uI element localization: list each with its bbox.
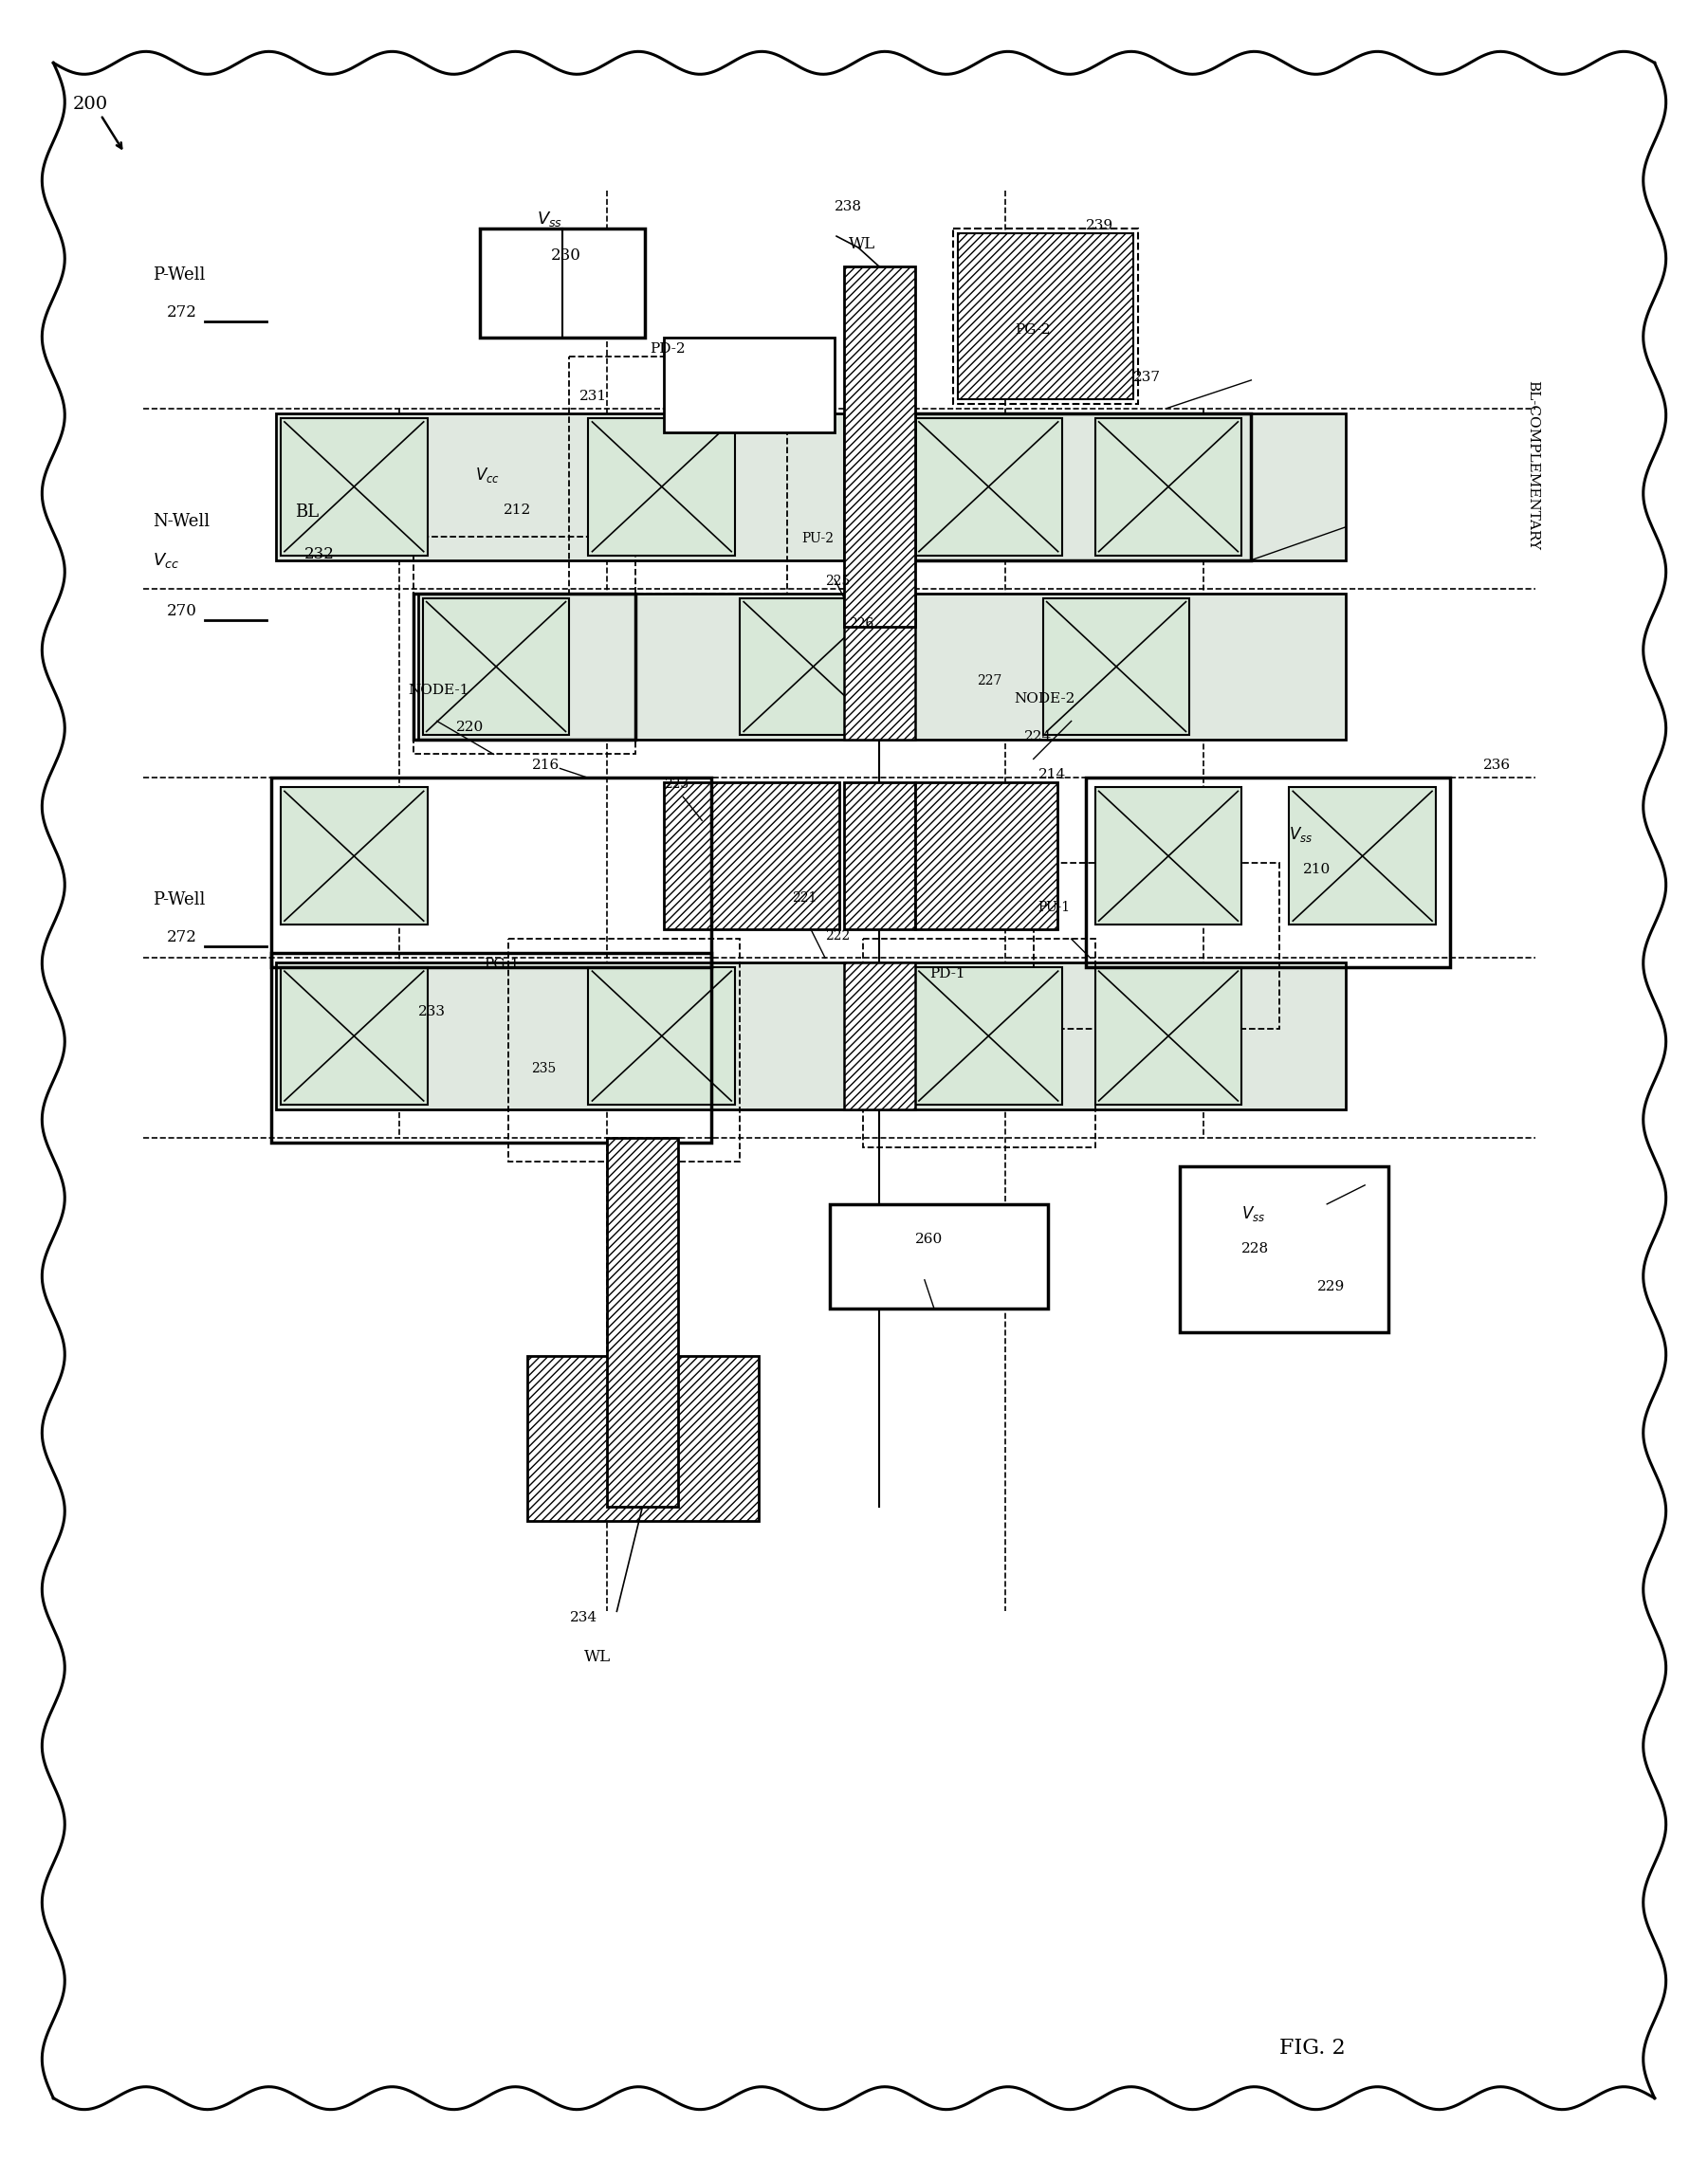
Bar xyxy=(915,782,1057,929)
Text: WL: WL xyxy=(849,236,876,253)
Bar xyxy=(740,599,886,735)
Text: 210: 210 xyxy=(1303,862,1331,877)
Text: N-Well: N-Well xyxy=(152,512,210,529)
Text: 232: 232 xyxy=(304,547,335,562)
Text: FIG. 2: FIG. 2 xyxy=(1279,2038,1346,2059)
Bar xyxy=(910,413,1252,560)
Text: PU-1: PU-1 xyxy=(1038,901,1071,914)
Bar xyxy=(280,417,427,555)
Bar xyxy=(915,968,1062,1104)
Text: 260: 260 xyxy=(915,1232,943,1245)
Text: 221: 221 xyxy=(793,892,816,905)
Bar xyxy=(277,413,1346,560)
Bar xyxy=(863,938,1095,1147)
Text: 270: 270 xyxy=(167,603,196,618)
Bar xyxy=(413,536,635,754)
Text: 220: 220 xyxy=(456,722,483,735)
Bar xyxy=(588,968,734,1104)
Text: NODE-2: NODE-2 xyxy=(1015,694,1076,707)
Bar xyxy=(272,953,712,1143)
Text: PU-2: PU-2 xyxy=(801,532,834,545)
Bar xyxy=(953,229,1138,404)
Text: 236: 236 xyxy=(1483,759,1512,771)
Bar xyxy=(272,778,712,968)
Text: P-Well: P-Well xyxy=(152,266,205,283)
Bar xyxy=(1095,968,1242,1104)
Text: 238: 238 xyxy=(835,201,863,214)
Text: 214: 214 xyxy=(1038,769,1066,782)
Text: 200: 200 xyxy=(72,95,108,112)
Text: 229: 229 xyxy=(1317,1279,1346,1292)
Bar xyxy=(830,1204,1047,1307)
Bar xyxy=(1290,787,1436,925)
Bar xyxy=(844,413,915,560)
Bar xyxy=(413,594,635,739)
Bar xyxy=(844,962,915,1109)
Bar xyxy=(1044,599,1190,735)
Bar xyxy=(1095,417,1242,555)
Bar xyxy=(588,417,734,555)
Bar xyxy=(915,417,1062,555)
Text: WL: WL xyxy=(584,1649,610,1666)
Text: 226: 226 xyxy=(849,616,874,631)
Text: 222: 222 xyxy=(825,929,851,942)
Bar xyxy=(480,229,646,337)
Bar xyxy=(844,782,915,929)
Bar xyxy=(844,594,915,739)
Text: 272: 272 xyxy=(167,305,196,320)
Bar xyxy=(280,968,427,1104)
Text: 237: 237 xyxy=(1132,372,1160,385)
Text: 216: 216 xyxy=(531,759,559,771)
Bar xyxy=(1033,862,1279,1029)
Text: 223: 223 xyxy=(664,778,688,791)
Bar xyxy=(1095,787,1242,925)
Bar xyxy=(958,233,1132,400)
Bar xyxy=(1086,778,1450,968)
Bar xyxy=(422,599,569,735)
Text: 239: 239 xyxy=(1086,218,1114,233)
Bar xyxy=(569,357,787,594)
Bar xyxy=(664,782,839,929)
Text: $V_{cc}$: $V_{cc}$ xyxy=(152,551,179,571)
Bar xyxy=(277,962,1346,1109)
Text: NODE-1: NODE-1 xyxy=(408,683,470,696)
Text: 227: 227 xyxy=(977,674,1001,687)
Bar xyxy=(280,787,427,925)
Bar xyxy=(418,594,1346,739)
Text: BL-COMPLEMENTARY: BL-COMPLEMENTARY xyxy=(1525,380,1539,549)
Text: PG-1: PG-1 xyxy=(485,957,519,970)
Text: PD-1: PD-1 xyxy=(929,968,965,981)
Bar xyxy=(844,266,915,627)
Bar xyxy=(664,337,835,432)
Text: BL: BL xyxy=(295,504,319,521)
Bar xyxy=(526,1355,758,1521)
Bar xyxy=(1180,1167,1389,1331)
Text: $V_{ss}$: $V_{ss}$ xyxy=(1290,826,1313,845)
Text: 224: 224 xyxy=(1025,730,1052,743)
Text: $V_{ss}$: $V_{ss}$ xyxy=(1242,1204,1266,1223)
Text: 272: 272 xyxy=(167,929,196,947)
Bar xyxy=(507,938,740,1160)
Text: 212: 212 xyxy=(504,504,531,516)
Text: 231: 231 xyxy=(579,389,606,402)
Text: $V_{ss}$: $V_{ss}$ xyxy=(536,210,562,229)
Text: 235: 235 xyxy=(531,1061,557,1076)
Text: PD-2: PD-2 xyxy=(651,341,685,357)
Text: 234: 234 xyxy=(569,1612,598,1625)
Text: 228: 228 xyxy=(1242,1243,1269,1256)
Bar xyxy=(608,1139,678,1506)
Text: P-Well: P-Well xyxy=(152,892,205,908)
Text: 225: 225 xyxy=(825,575,851,588)
Text: PG-2: PG-2 xyxy=(1015,324,1050,337)
Text: 233: 233 xyxy=(418,1005,446,1018)
Text: 230: 230 xyxy=(550,249,581,264)
Text: $V_{cc}$: $V_{cc}$ xyxy=(475,465,499,484)
